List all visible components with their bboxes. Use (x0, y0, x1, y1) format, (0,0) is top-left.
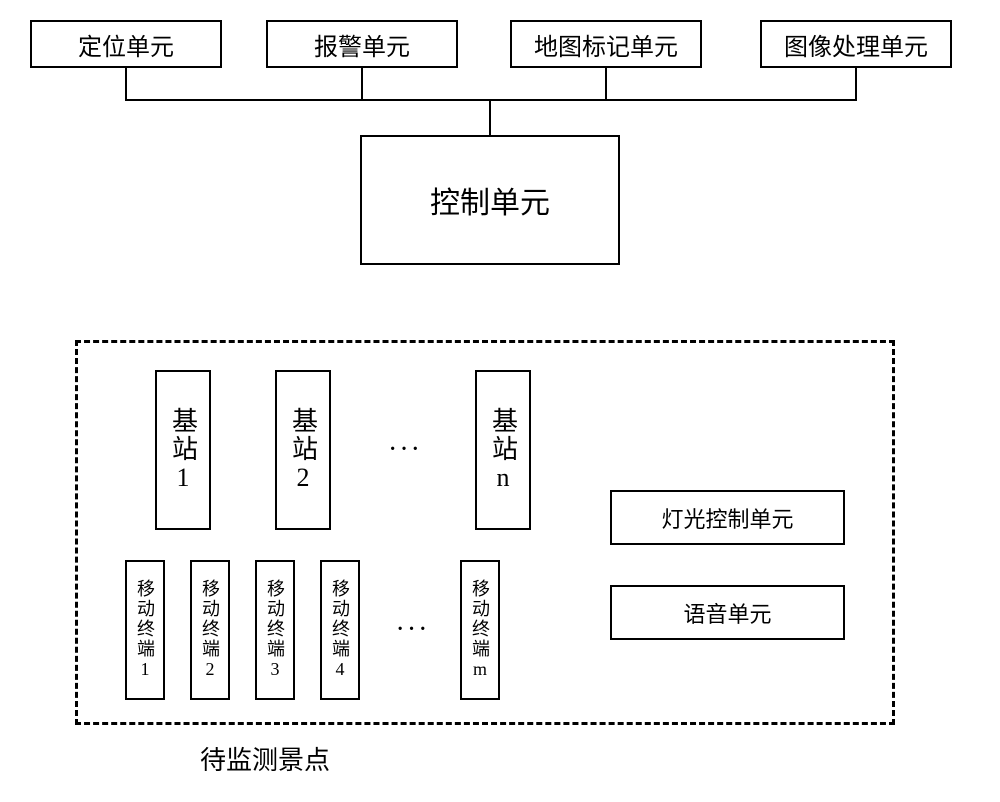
mobile-terminal-m-label: 移动终端m (467, 579, 493, 681)
unit-positioning-label: 定位单元 (78, 27, 174, 62)
base-station-ellipsis: ··· (370, 430, 440, 470)
base-station-1-label: 基站1 (165, 407, 202, 494)
connector-trunk (489, 100, 491, 135)
connector-drop-3 (605, 68, 607, 100)
mobile-terminal-1: 移动终端1 (125, 560, 165, 700)
connector-drop-2 (361, 68, 363, 100)
base-station-n: 基站n (475, 370, 531, 530)
base-station-ellipsis-label: ··· (388, 434, 422, 466)
voice-unit-label: 语音单元 (683, 597, 771, 629)
unit-alarm-label: 报警单元 (314, 27, 410, 62)
mobile-terminal-ellipsis-label: ··· (396, 614, 430, 646)
mobile-terminal-2: 移动终端2 (190, 560, 230, 700)
monitoring-area-caption-label: 待监测景点 (200, 746, 330, 775)
light-control-unit: 灯光控制单元 (610, 490, 845, 545)
mobile-terminal-1-label: 移动终端1 (132, 579, 158, 681)
mobile-terminal-4-label: 移动终端4 (327, 579, 353, 681)
base-station-2-label: 基站2 (285, 407, 322, 494)
diagram-canvas: 定位单元 报警单元 地图标记单元 图像处理单元 控制单元 基站1 基站2 ···… (0, 0, 1000, 802)
unit-map-marker: 地图标记单元 (510, 20, 702, 68)
base-station-1: 基站1 (155, 370, 211, 530)
unit-alarm: 报警单元 (266, 20, 458, 68)
unit-map-marker-label: 地图标记单元 (534, 27, 678, 62)
control-unit-label: 控制单元 (430, 178, 550, 222)
unit-image-processing: 图像处理单元 (760, 20, 952, 68)
light-control-unit-label: 灯光控制单元 (661, 502, 793, 534)
connector-drop-1 (125, 68, 127, 100)
base-station-2: 基站2 (275, 370, 331, 530)
connector-bus (125, 99, 857, 101)
mobile-terminal-4: 移动终端4 (320, 560, 360, 700)
unit-positioning: 定位单元 (30, 20, 222, 68)
mobile-terminal-ellipsis: ··· (385, 610, 440, 650)
mobile-terminal-3-label: 移动终端3 (262, 579, 288, 681)
monitoring-area-caption: 待监测景点 (200, 740, 330, 777)
connector-drop-4 (855, 68, 857, 100)
mobile-terminal-m: 移动终端m (460, 560, 500, 700)
control-unit: 控制单元 (360, 135, 620, 265)
base-station-n-label: 基站n (485, 407, 522, 494)
unit-image-processing-label: 图像处理单元 (784, 27, 928, 62)
mobile-terminal-3: 移动终端3 (255, 560, 295, 700)
mobile-terminal-2-label: 移动终端2 (197, 579, 223, 681)
voice-unit: 语音单元 (610, 585, 845, 640)
